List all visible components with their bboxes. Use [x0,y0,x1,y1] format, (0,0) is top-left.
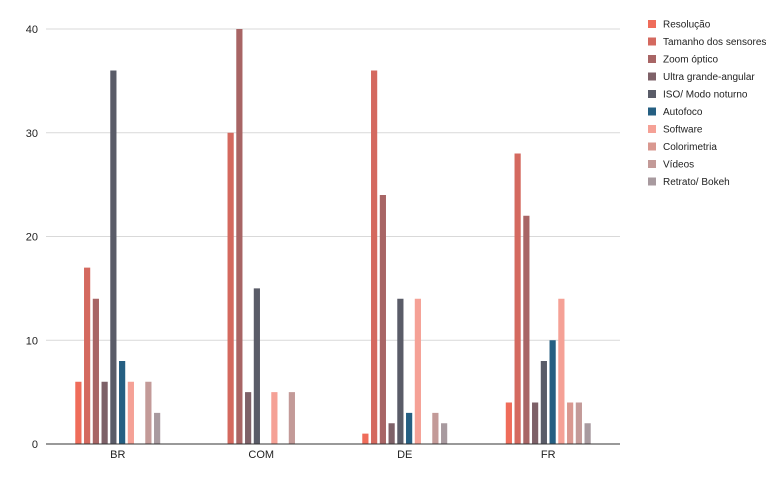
legend: Resolução Tamanho dos sensores Zoom óptico… [648,20,766,188]
y-axis-ticks: 0 10 20 30 40 [26,24,38,451]
bar [145,381,152,444]
bar [110,70,117,444]
bar [362,433,369,444]
legend-label: Ultra grande-angular [663,72,755,83]
legend-label: Autofoco [663,107,703,118]
y-tick-label: 30 [26,128,38,140]
bar [549,340,556,444]
legend-swatch [648,20,656,28]
bar [154,412,161,444]
x-tick-label: DE [397,449,412,461]
bars [75,29,591,444]
legend-swatch [648,72,656,81]
legend-swatch [648,142,656,151]
y-tick-label: 40 [26,24,38,36]
legend-swatch [648,90,656,98]
legend-label: Zoom óptico [663,55,718,66]
bar [584,423,591,444]
legend-swatch [648,177,656,186]
x-axis-ticks: BR COM DE FR [110,449,556,461]
bar [567,402,574,444]
bar [92,298,99,444]
bar [245,392,252,444]
bar [397,298,404,444]
legend-label: Resolução [663,20,711,31]
gridlines [46,28,620,341]
legend-swatch [648,37,656,46]
bar [127,381,134,444]
bar [288,392,295,444]
legend-label: Colorimetria [663,142,717,153]
x-tick-label: BR [110,449,125,461]
bar [575,402,582,444]
bar [271,392,278,444]
bar [441,423,448,444]
legend-label: ISO/ Modo noturno [663,90,748,101]
bar [505,402,512,444]
bar [227,132,234,444]
bar [84,267,91,444]
y-tick-label: 10 [26,335,38,347]
bar [236,29,243,444]
y-tick-label: 0 [32,439,38,451]
bar [414,298,421,444]
bar [540,361,547,444]
legend-label: Vídeos [663,160,694,171]
legend-swatch [648,125,656,133]
bar [371,70,378,444]
bar [388,423,395,444]
legend-swatch [648,160,656,168]
legend-label: Tamanho dos sensores [663,37,766,48]
bar [101,381,108,444]
bar [523,215,530,444]
legend-swatch [648,55,656,63]
y-tick-label: 20 [26,232,38,244]
x-tick-label: COM [248,449,274,461]
bar [514,153,521,444]
x-tick-label: FR [541,449,556,461]
bar [119,361,126,444]
bar [432,412,439,444]
legend-swatch [648,107,656,116]
bar [75,381,82,444]
bar [532,402,539,444]
bar [406,412,413,444]
bar [558,298,565,444]
bar [379,195,386,444]
bar [253,288,260,444]
legend-label: Software [663,125,703,136]
legend-label: Retrato/ Bokeh [663,177,730,188]
